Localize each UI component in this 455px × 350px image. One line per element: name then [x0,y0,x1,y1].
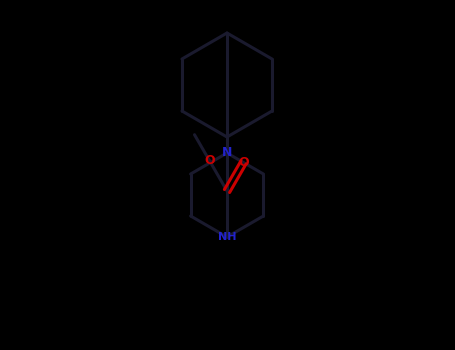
Text: O: O [204,154,215,167]
Text: O: O [238,156,249,169]
Text: N: N [222,147,232,160]
Text: NH: NH [218,232,236,242]
